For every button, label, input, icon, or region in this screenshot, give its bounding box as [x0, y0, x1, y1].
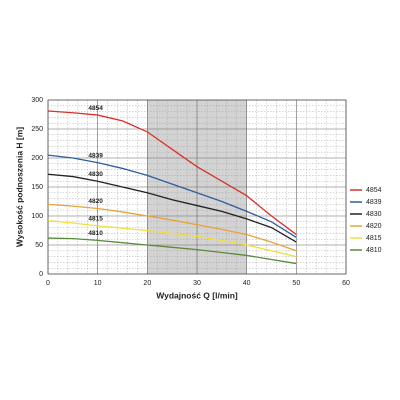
series-label: 4820	[88, 198, 103, 205]
y-tick-label: 50	[35, 242, 43, 249]
series-label: 4839	[88, 152, 103, 159]
y-tick-label: 100	[31, 213, 43, 220]
x-axis-title: Wydajność Q [l/min]	[156, 290, 238, 300]
series-line	[47, 203, 297, 252]
y-axis-title: Wysokość podnoszenia H [m]	[14, 127, 24, 247]
x-tick-label: 20	[143, 280, 151, 287]
series-line	[47, 237, 297, 265]
y-tick-label: 200	[31, 155, 43, 162]
x-tick-label: 40	[243, 280, 251, 287]
x-tick-label: 10	[94, 280, 102, 287]
legend-label: 4820	[366, 223, 382, 230]
y-tick-label: 150	[31, 184, 43, 191]
series-line	[47, 219, 297, 258]
series-line	[47, 110, 297, 236]
x-tick-label: 0	[46, 280, 50, 287]
legend-label: 4854	[366, 187, 382, 194]
legend-label: 4839	[366, 199, 382, 206]
x-tick-label: 50	[292, 280, 300, 287]
y-tick-label: 250	[31, 126, 43, 133]
legend-label: 4815	[366, 235, 382, 242]
series-label: 4854	[88, 105, 103, 112]
x-tick-label: 60	[342, 280, 350, 287]
series-line	[47, 154, 297, 239]
y-tick-label: 0	[39, 271, 43, 278]
legend-label: 4810	[366, 247, 382, 254]
series-label: 4830	[88, 171, 103, 178]
series-label: 4810	[88, 230, 103, 237]
plot-frame	[47, 99, 347, 275]
legend-label: 4830	[366, 211, 382, 218]
series-line	[47, 173, 297, 243]
y-tick-label: 300	[31, 97, 43, 104]
series-label: 4815	[88, 216, 103, 223]
x-tick-label: 30	[193, 280, 201, 287]
